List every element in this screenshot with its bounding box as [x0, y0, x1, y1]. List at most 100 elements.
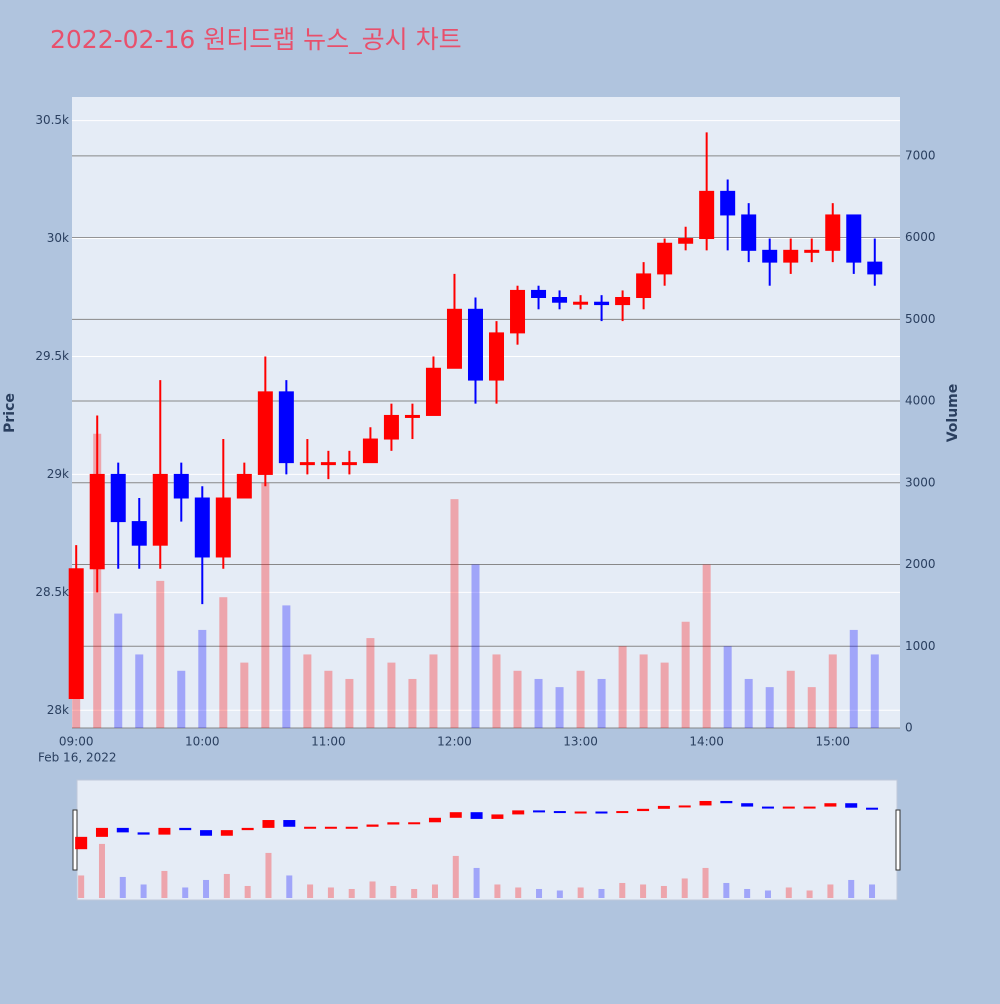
candle-body: [299, 462, 315, 466]
slider-candle-body: [116, 827, 129, 833]
volume-bar: [240, 662, 249, 728]
candle-body: [404, 414, 420, 418]
slider-volume-bar: [640, 884, 647, 898]
slider-candle-body: [179, 827, 192, 831]
slider-volume-bar: [411, 888, 418, 898]
slider-candle-body: [553, 811, 566, 814]
volume-bar: [765, 687, 774, 728]
candle-body: [425, 367, 441, 416]
slider-volume-bar: [619, 882, 626, 898]
candle-body: [720, 190, 736, 216]
x-date-label: Feb 16, 2022: [38, 751, 117, 765]
slider-volume-bar: [660, 885, 667, 898]
candle-body: [615, 297, 631, 306]
candle-body: [194, 497, 210, 558]
slider-candle-body: [741, 803, 754, 807]
volume-bar: [723, 646, 732, 728]
slider-volume-bar: [119, 876, 126, 898]
candle-body: [110, 473, 126, 523]
slider-candle-body: [512, 810, 525, 815]
candle-body: [152, 473, 168, 546]
candle-body: [320, 462, 336, 466]
slider-volume-bar: [182, 887, 189, 898]
volume-bar: [807, 687, 816, 728]
candle-body: [215, 497, 231, 558]
slider-candle-body: [491, 814, 504, 819]
slider-candle-body: [803, 806, 816, 809]
volume-bar: [345, 678, 354, 728]
candle-body: [741, 214, 757, 251]
slider-candle-body: [678, 805, 691, 808]
slider-volume-bar: [390, 885, 397, 898]
volume-bar: [870, 654, 879, 728]
slider-candle-body: [782, 806, 795, 809]
slider-candle-body: [533, 810, 546, 813]
volume-bar: [849, 629, 858, 728]
slider-volume-bar: [431, 884, 438, 898]
slider-candle-body: [824, 803, 837, 807]
slider-candle-body: [699, 800, 712, 806]
volume-bar: [597, 678, 606, 728]
slider-candle-body: [366, 824, 379, 827]
slider-candle-body: [845, 803, 858, 808]
slider-volume-bar: [203, 879, 210, 898]
volume-bar: [534, 678, 543, 728]
y-tick-label: 28k: [47, 703, 69, 717]
slider-candle-body: [137, 832, 150, 835]
volume-bar: [303, 654, 312, 728]
volume-bar: [324, 670, 333, 728]
volume-bar: [408, 678, 417, 728]
x-tick-label: 10:00: [185, 735, 220, 749]
x-tick-label: 13:00: [563, 735, 598, 749]
candle-body: [657, 242, 673, 275]
volume-bar: [492, 654, 501, 728]
candle-body: [846, 214, 862, 263]
slider-volume-bar: [452, 855, 459, 898]
slider-volume-bar: [723, 882, 730, 898]
candle-body: [531, 289, 547, 299]
slider-candle-body: [304, 826, 317, 829]
slider-candle-body: [200, 830, 213, 836]
volume-bar: [366, 638, 375, 728]
slider-handle[interactable]: [895, 809, 901, 871]
slider-volume-bar: [515, 887, 522, 898]
x-tick-label: 12:00: [437, 735, 472, 749]
candle-body: [341, 462, 357, 466]
slider-candle-body: [595, 811, 608, 814]
slider-volume-bar: [78, 875, 85, 898]
volume-bar: [450, 499, 459, 728]
candle-body: [783, 249, 799, 263]
candle-body: [467, 308, 483, 381]
y2-axis-title: Volume: [945, 384, 961, 443]
volume-bar: [429, 654, 438, 728]
y2-tick-label: 4000: [905, 394, 936, 408]
candle-body: [68, 568, 84, 700]
candle-body: [278, 391, 294, 464]
y-tick-label: 30k: [47, 231, 69, 245]
range-slider[interactable]: [76, 779, 898, 901]
volume-bar: [618, 646, 627, 728]
slider-candle-body: [616, 811, 629, 814]
slider-volume-bar: [348, 888, 355, 898]
candle-body: [636, 273, 652, 299]
volume-bar: [219, 597, 228, 728]
candle-body: [510, 289, 526, 334]
slider-volume-bar: [827, 884, 834, 898]
y2-tick-label: 3000: [905, 475, 936, 489]
slider-volume-bar: [681, 878, 688, 898]
y2-tick-label: 1000: [905, 639, 936, 653]
slider-volume-bar: [764, 890, 771, 898]
volume-bar: [387, 662, 396, 728]
slider-candle-body: [95, 827, 108, 837]
candle-body: [804, 249, 820, 253]
slider-volume-bar: [702, 867, 709, 898]
candle-body: [594, 301, 610, 306]
candle-body: [573, 301, 589, 305]
slider-volume-bar: [244, 885, 251, 898]
candle-body: [362, 438, 378, 464]
volume-bar: [555, 687, 564, 728]
x-tick-label: 09:00: [59, 735, 94, 749]
candle-body: [236, 473, 252, 499]
slider-volume-bar: [161, 870, 168, 898]
slider-candle-body: [866, 807, 879, 810]
